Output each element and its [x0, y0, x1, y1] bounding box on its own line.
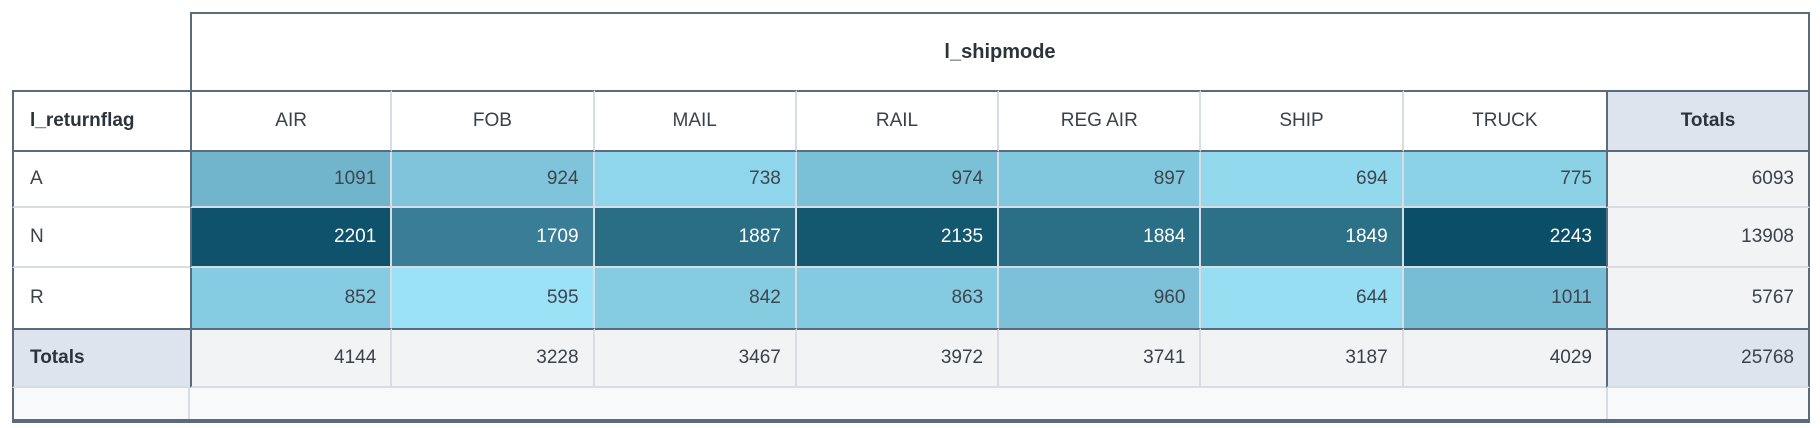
- heat-cell-n-ship[interactable]: 1849: [1201, 208, 1404, 268]
- row-totals-header: Totals: [1606, 90, 1810, 152]
- column-header-rail: RAIL: [796, 90, 1000, 152]
- footer-spacer-left: [12, 388, 190, 419]
- heat-cell-a-reg-air[interactable]: 897: [999, 152, 1202, 208]
- row-group-title: l_returnflag: [12, 90, 190, 152]
- row-label-n: N: [12, 208, 190, 268]
- column-header-ship: SHIP: [1201, 90, 1404, 152]
- column-total-truck[interactable]: 4029: [1403, 328, 1606, 388]
- heat-cell-r-rail[interactable]: 863: [796, 268, 1000, 328]
- column-total-fob[interactable]: 3228: [392, 328, 595, 388]
- column-group-title: l_shipmode: [190, 12, 1810, 90]
- footer-spacer-middle: [190, 388, 1606, 419]
- heat-cell-r-air[interactable]: 852: [190, 268, 393, 328]
- column-total-ship[interactable]: 3187: [1201, 328, 1404, 388]
- heat-cell-n-air[interactable]: 2201: [190, 208, 393, 268]
- column-header-truck: TRUCK: [1403, 90, 1606, 152]
- heat-cell-a-truck[interactable]: 775: [1403, 152, 1606, 208]
- footer-spacer-right: [1606, 388, 1810, 419]
- heat-cell-r-reg-air[interactable]: 960: [999, 268, 1202, 328]
- row-label-a: A: [12, 152, 190, 208]
- column-header-air: AIR: [190, 90, 393, 152]
- row-total-r[interactable]: 5767: [1606, 268, 1810, 328]
- heat-cell-a-fob[interactable]: 924: [392, 152, 595, 208]
- heat-cell-r-truck[interactable]: 1011: [1403, 268, 1606, 328]
- pivot-table: l_shipmode l_returnflag AIR FOB MAIL RAI…: [12, 12, 1810, 423]
- heat-cell-n-truck[interactable]: 2243: [1403, 208, 1606, 268]
- column-total-mail[interactable]: 3467: [594, 328, 797, 388]
- column-total-reg-air[interactable]: 3741: [999, 328, 1202, 388]
- column-header-mail: MAIL: [594, 90, 797, 152]
- column-header-reg-air: REG AIR: [999, 90, 1202, 152]
- heat-cell-r-fob[interactable]: 595: [392, 268, 595, 328]
- heat-cell-a-air[interactable]: 1091: [190, 152, 393, 208]
- heat-cell-r-mail[interactable]: 842: [594, 268, 797, 328]
- heat-cell-a-rail[interactable]: 974: [796, 152, 1000, 208]
- column-total-rail[interactable]: 3972: [796, 328, 1000, 388]
- row-total-n[interactable]: 13908: [1606, 208, 1810, 268]
- column-totals-label: Totals: [12, 328, 190, 388]
- heat-cell-n-rail[interactable]: 2135: [796, 208, 1000, 268]
- column-total-air[interactable]: 4144: [190, 328, 393, 388]
- heat-cell-a-mail[interactable]: 738: [594, 152, 797, 208]
- heat-cell-r-ship[interactable]: 644: [1201, 268, 1404, 328]
- grand-total[interactable]: 25768: [1606, 328, 1810, 388]
- column-header-fob: FOB: [392, 90, 595, 152]
- row-total-a[interactable]: 6093: [1606, 152, 1810, 208]
- heat-cell-n-fob[interactable]: 1709: [392, 208, 595, 268]
- heat-cell-a-ship[interactable]: 694: [1201, 152, 1404, 208]
- heat-cell-n-reg-air[interactable]: 1884: [999, 208, 1202, 268]
- row-label-r: R: [12, 268, 190, 328]
- heat-cell-n-mail[interactable]: 1887: [594, 208, 797, 268]
- corner-spacer: [12, 12, 190, 90]
